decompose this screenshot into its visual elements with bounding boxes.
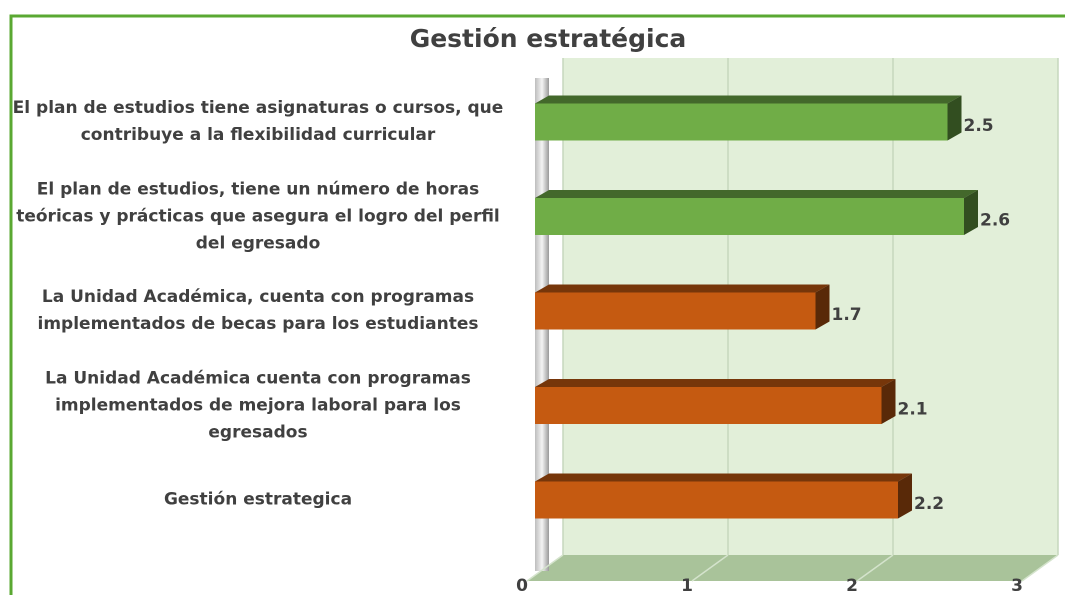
bar <box>535 103 948 141</box>
bar <box>535 387 882 424</box>
y-tick-label: El plan de estudios, tiene un número de … <box>16 179 500 253</box>
y-tick-label: Gestión estrategica <box>163 489 353 510</box>
data-label: 2.5 <box>964 116 994 136</box>
grid-line <box>1021 554 1059 582</box>
frame <box>9 14 1065 595</box>
chart-title: Gestión estratégica <box>410 24 687 53</box>
grid-line <box>691 554 729 582</box>
data-label: 2.1 <box>898 400 928 420</box>
y-tick-label: El plan de estudios tiene asignaturas o … <box>12 98 504 145</box>
data-label: 2.6 <box>980 211 1010 231</box>
bar-top <box>535 95 962 104</box>
plot: 0 1 2 3 2.5 2.6 1.7 2.1 2.2 <box>516 58 1059 595</box>
bar-side <box>964 190 978 235</box>
bar-side <box>947 95 962 141</box>
floor <box>527 555 1058 581</box>
bar-side <box>815 284 830 330</box>
x-tick-label: 3 <box>1011 576 1023 595</box>
data-label: 2.2 <box>914 494 944 514</box>
bar-top <box>535 473 912 482</box>
bar <box>535 481 898 519</box>
y-tick-label: La Unidad Académica, cuenta con programa… <box>37 287 479 334</box>
bar-top <box>535 379 896 387</box>
grid-line <box>526 554 564 582</box>
grid-line <box>856 554 894 582</box>
bar-top <box>535 284 830 293</box>
x-tick-label: 2 <box>846 576 858 595</box>
x-tick-label: 0 <box>516 576 528 595</box>
bar-side <box>898 473 912 519</box>
bar-side <box>881 379 896 424</box>
bar <box>535 292 816 330</box>
x-tick-label: 1 <box>681 576 693 595</box>
bar <box>535 198 964 235</box>
data-label: 1.7 <box>832 305 862 325</box>
y-tick-label: La Unidad Académica cuenta con programas… <box>45 368 471 442</box>
bar-top <box>535 190 978 198</box>
